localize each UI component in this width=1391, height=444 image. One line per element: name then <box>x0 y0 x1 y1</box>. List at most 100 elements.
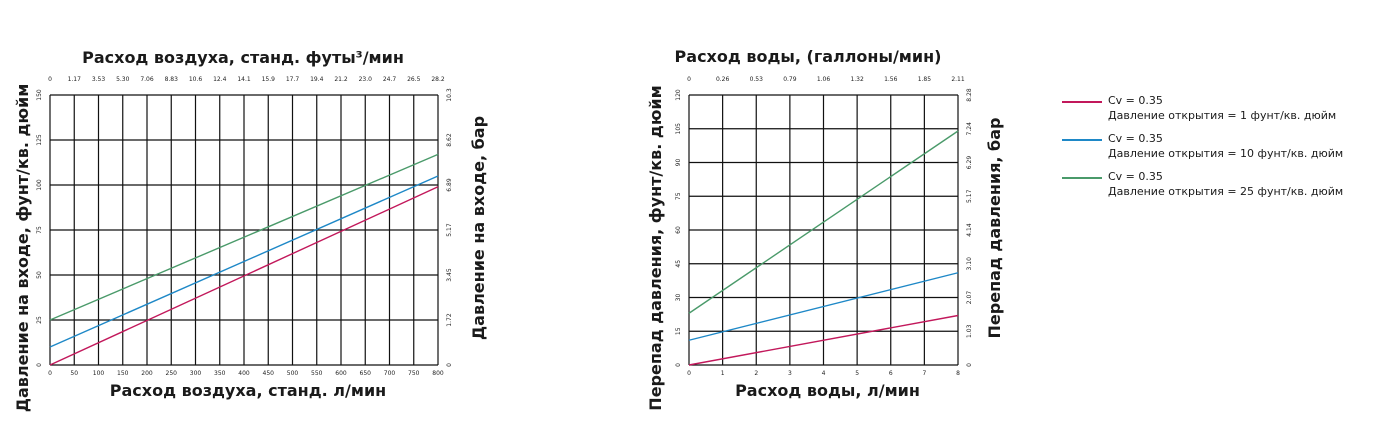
y-tick-label: 120 <box>675 89 682 101</box>
x-tick-label: 0 <box>687 370 691 377</box>
x-tick-label: 300 <box>190 370 202 377</box>
x-tick-label: 450 <box>263 370 275 377</box>
legend-label-line1: Cv = 0.35 <box>1108 132 1163 145</box>
x2-tick-label: 0.53 <box>750 76 764 83</box>
x2-tick-label: 12.4 <box>213 76 227 83</box>
y2-tick-label: 2.07 <box>966 291 973 305</box>
y-tick-label: 75 <box>675 192 682 200</box>
x-tick-label: 700 <box>384 370 396 377</box>
y-tick-label: 50 <box>36 271 43 279</box>
x2-tick-label: 19.4 <box>310 76 324 83</box>
y2-tick-label: 8.62 <box>446 133 453 147</box>
x-tick-label: 750 <box>408 370 420 377</box>
x-tick-label: 200 <box>141 370 153 377</box>
x-tick-label: 650 <box>360 370 372 377</box>
legend-label-line1: Cv = 0.35 <box>1108 94 1163 107</box>
x2-tick-label: 10.6 <box>189 76 203 83</box>
y-tick-label: 25 <box>36 316 43 324</box>
legend: Cv = 0.35 Давление открытия = 1 фунт/кв.… <box>1062 93 1382 207</box>
x2-tick-label: 0 <box>48 76 52 83</box>
x2-tick-label: 7.06 <box>140 76 154 83</box>
x2-tick-label: 23.0 <box>359 76 373 83</box>
x-tick-label: 400 <box>238 370 250 377</box>
x2-tick-label: 17.7 <box>286 76 300 83</box>
x-tick-label: 350 <box>214 370 226 377</box>
series-line <box>49 175 439 348</box>
x2-tick-label: 0.79 <box>783 76 797 83</box>
x2-tick-label: 1.56 <box>884 76 898 83</box>
x-tick-label: 0 <box>48 370 52 377</box>
x-tick-label: 50 <box>70 370 78 377</box>
x-tick-label: 8 <box>956 370 960 377</box>
y-axis-label: Перепад давления, фунт/кв. дюйм <box>646 85 665 410</box>
y-tick-label: 15 <box>675 327 682 335</box>
x-tick-label: 7 <box>922 370 926 377</box>
y2-tick-label: 4.14 <box>966 223 973 237</box>
x2-tick-label: 26.5 <box>407 76 421 83</box>
y2-tick-label: 6.89 <box>446 178 453 192</box>
x2-tick-label: 8.83 <box>165 76 179 83</box>
x2-tick-label: 28.2 <box>431 76 445 83</box>
x-tick-label: 550 <box>311 370 323 377</box>
x-tick-label: 1 <box>721 370 725 377</box>
x-tick-label: 2 <box>754 370 758 377</box>
series-line <box>688 272 959 341</box>
y2-axis-label: Давление на входе, бар <box>469 116 488 340</box>
series-line <box>688 130 959 314</box>
x-tick-label: 500 <box>287 370 299 377</box>
y2-tick-label: 7.24 <box>966 122 973 136</box>
y2-tick-label: 0 <box>446 363 453 367</box>
x2-tick-label: 2.11 <box>951 76 965 83</box>
legend-label: Cv = 0.35 Давление открытия = 25 фунт/кв… <box>1108 169 1343 199</box>
legend-swatch <box>1062 101 1102 103</box>
x-axis-label: Расход воздуха, станд. л/мин <box>110 381 386 400</box>
legend-label-line2: Давление открытия = 25 фунт/кв. дюйм <box>1108 185 1344 198</box>
legend-item: Cv = 0.35 Давление открытия = 25 фунт/кв… <box>1062 169 1382 207</box>
x-tick-label: 250 <box>166 370 178 377</box>
y2-tick-label: 0 <box>966 363 973 367</box>
x2-tick-label: 0 <box>687 76 691 83</box>
legend-label: Cv = 0.35 Давление открытия = 1 фунт/кв.… <box>1108 93 1336 123</box>
x2-tick-label: 1.17 <box>68 76 82 83</box>
y2-tick-label: 1.03 <box>966 324 973 338</box>
x2-tick-label: 14.1 <box>237 76 251 83</box>
y-tick-label: 150 <box>36 89 43 101</box>
y2-tick-label: 5.17 <box>446 223 453 237</box>
y-tick-label: 30 <box>675 294 682 302</box>
x-tick-label: 150 <box>117 370 129 377</box>
x-tick-label: 4 <box>822 370 826 377</box>
y-tick-label: 100 <box>36 179 43 191</box>
series-line <box>688 314 959 366</box>
series-line <box>49 186 439 366</box>
legend-label-line2: Давление открытия = 10 фунт/кв. дюйм <box>1108 147 1344 160</box>
y-tick-label: 60 <box>675 226 682 234</box>
y2-tick-label: 1.72 <box>446 313 453 327</box>
y2-tick-label: 10.3 <box>446 88 453 102</box>
chart-title: Расход воздуха, станд. футы³/мин <box>82 48 404 67</box>
series-line <box>49 153 439 321</box>
y2-tick-label: 3.45 <box>446 268 453 282</box>
legend-swatch <box>1062 139 1102 141</box>
x-tick-label: 3 <box>788 370 792 377</box>
y-axis-label: Давление на входе, фунт/кв. дюйм <box>13 84 32 413</box>
x-axis-label: Расход воды, л/мин <box>735 381 920 400</box>
x2-tick-label: 1.85 <box>918 76 932 83</box>
legend-item: Cv = 0.35 Давление открытия = 10 фунт/кв… <box>1062 131 1382 169</box>
x2-tick-label: 1.06 <box>817 76 831 83</box>
x-tick-label: 600 <box>335 370 347 377</box>
x2-tick-label: 21.2 <box>334 76 348 83</box>
legend-label: Cv = 0.35 Давление открытия = 10 фунт/кв… <box>1108 131 1343 161</box>
legend-label-line2: Давление открытия = 1 фунт/кв. дюйм <box>1108 109 1337 122</box>
x2-tick-label: 5.30 <box>116 76 130 83</box>
chart-title: Расход воды, (галлоны/мин) <box>675 47 942 66</box>
legend-swatch <box>1062 177 1102 179</box>
y-tick-label: 90 <box>675 159 682 167</box>
y2-tick-label: 5.17 <box>966 189 973 203</box>
y-tick-label: 105 <box>675 123 682 135</box>
y-tick-label: 125 <box>36 134 43 146</box>
x2-tick-label: 3.53 <box>92 76 106 83</box>
legend-item: Cv = 0.35 Давление открытия = 1 фунт/кв.… <box>1062 93 1382 131</box>
x-tick-label: 100 <box>93 370 105 377</box>
legend-label-line1: Cv = 0.35 <box>1108 170 1163 183</box>
